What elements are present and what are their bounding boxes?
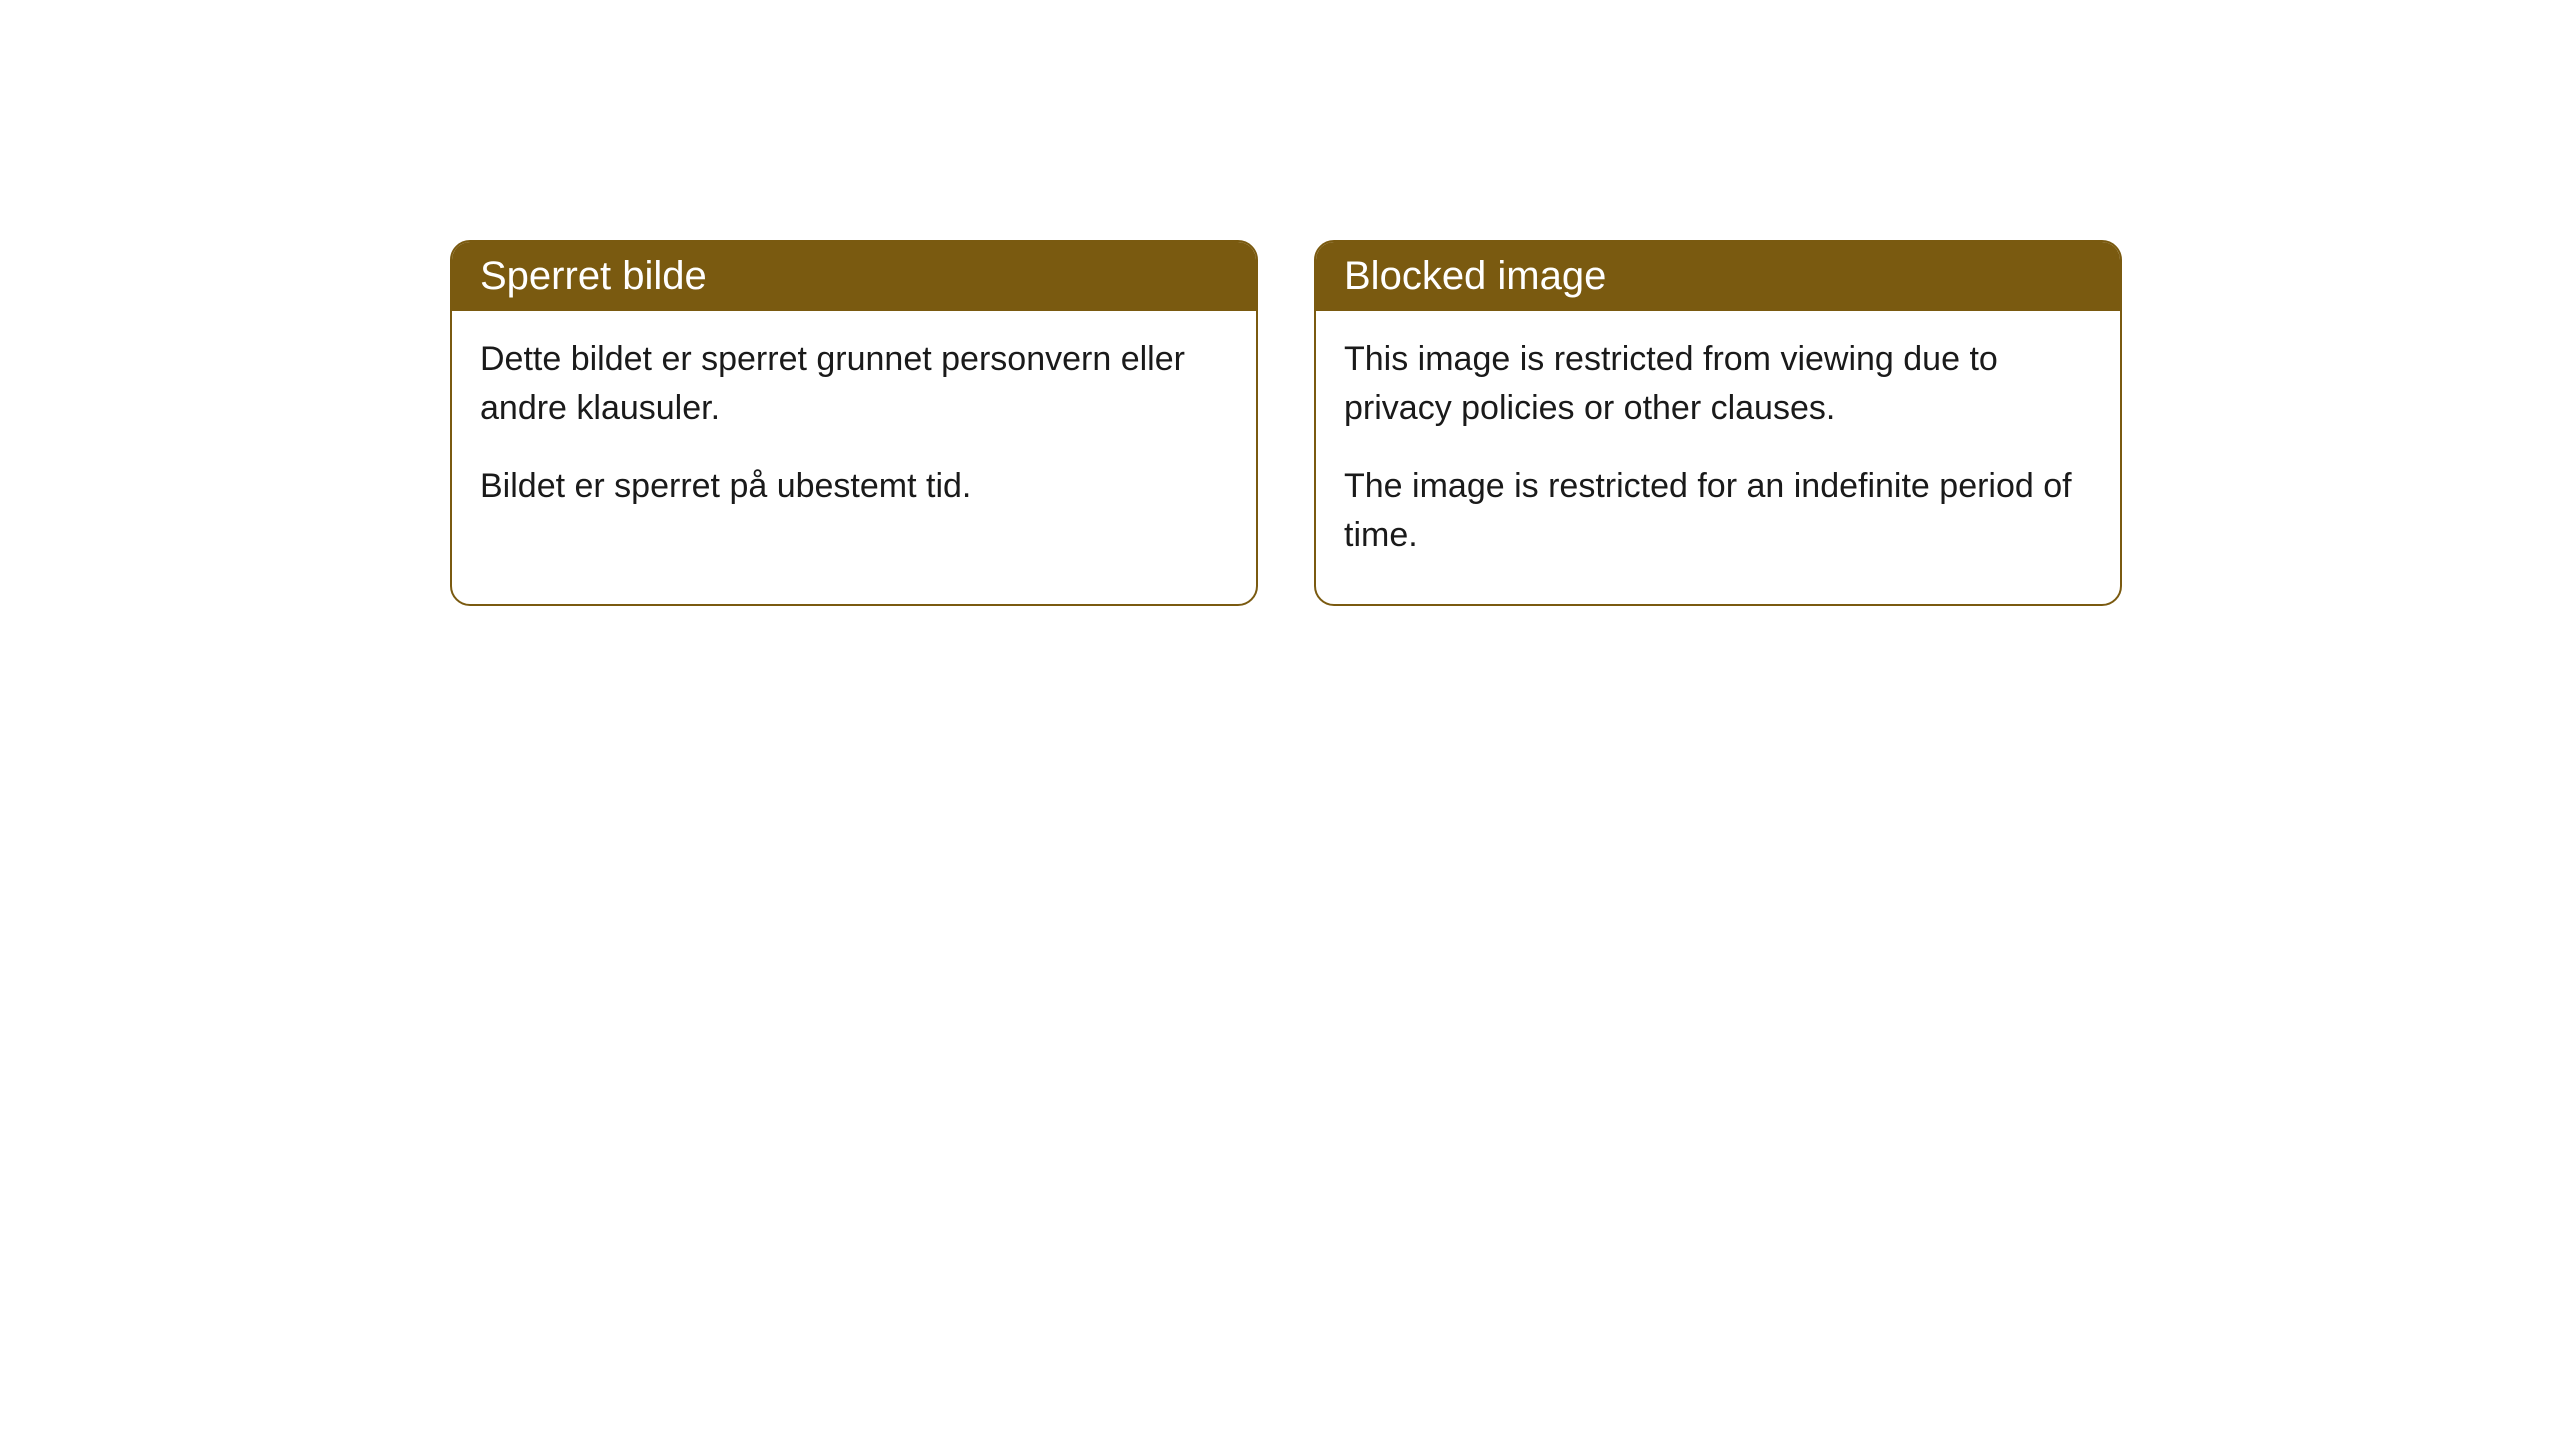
notice-cards-container: Sperret bilde Dette bildet er sperret gr…	[450, 240, 2122, 606]
blocked-image-card-no: Sperret bilde Dette bildet er sperret gr…	[450, 240, 1258, 606]
card-body-en: This image is restricted from viewing du…	[1316, 311, 2120, 604]
card-paragraph-1-no: Dette bildet er sperret grunnet personve…	[480, 335, 1228, 434]
card-title-no: Sperret bilde	[480, 254, 707, 298]
card-paragraph-2-no: Bildet er sperret på ubestemt tid.	[480, 462, 1228, 511]
card-body-no: Dette bildet er sperret grunnet personve…	[452, 311, 1256, 555]
card-title-en: Blocked image	[1344, 254, 1606, 298]
card-paragraph-2-en: The image is restricted for an indefinit…	[1344, 462, 2092, 561]
card-header-en: Blocked image	[1316, 242, 2120, 311]
card-header-no: Sperret bilde	[452, 242, 1256, 311]
card-paragraph-1-en: This image is restricted from viewing du…	[1344, 335, 2092, 434]
blocked-image-card-en: Blocked image This image is restricted f…	[1314, 240, 2122, 606]
